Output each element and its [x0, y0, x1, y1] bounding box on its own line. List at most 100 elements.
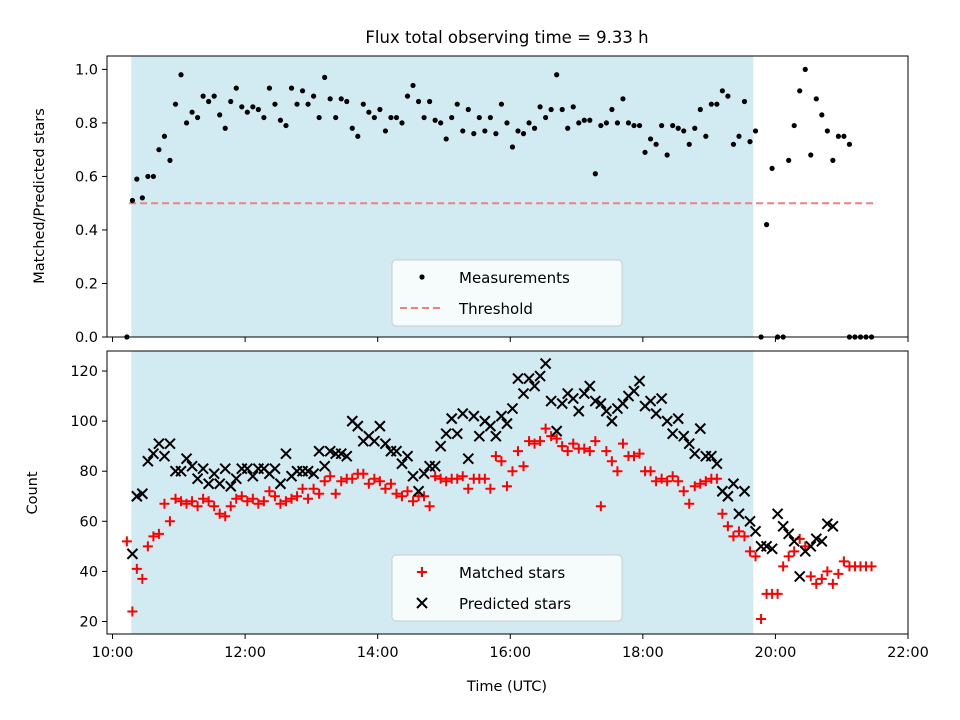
data-point	[526, 120, 532, 126]
data-point	[430, 471, 441, 482]
data-point	[600, 405, 613, 417]
x-tick-label: 18:00	[622, 645, 664, 661]
data-point	[352, 420, 364, 432]
data-point	[347, 473, 358, 484]
data-point	[390, 445, 403, 457]
data-point	[473, 430, 486, 442]
data-point	[703, 133, 709, 139]
data-point	[595, 397, 607, 410]
data-point	[504, 120, 510, 126]
data-point	[670, 122, 676, 129]
data-point	[292, 491, 303, 502]
data-point	[275, 498, 286, 509]
data-point	[244, 109, 250, 115]
data-point	[750, 551, 761, 562]
data-point	[659, 122, 665, 129]
data-point	[396, 491, 407, 502]
data-point	[269, 463, 281, 475]
legend-box	[391, 259, 623, 327]
data-point	[789, 546, 800, 557]
y-axis-label-count: Count	[25, 471, 41, 514]
data-point	[590, 436, 601, 447]
legend-box	[391, 554, 623, 622]
data-point	[408, 496, 419, 507]
data-point	[719, 88, 725, 94]
data-point	[441, 476, 452, 487]
data-point	[498, 101, 505, 107]
data-point	[487, 114, 493, 121]
data-point	[366, 109, 372, 115]
data-point	[198, 493, 209, 504]
series-predicted-stars	[126, 357, 839, 583]
x-axis-label: Time (UTC)	[466, 679, 547, 695]
data-point	[493, 131, 499, 137]
data-point	[299, 88, 306, 94]
data-point	[537, 104, 543, 110]
x-tick-label: 16:00	[489, 645, 531, 661]
data-point	[777, 520, 789, 533]
data-point	[686, 141, 692, 147]
data-point	[531, 125, 538, 131]
y-tick-label: 0.0	[75, 330, 98, 346]
data-point	[827, 520, 839, 533]
data-point	[523, 372, 535, 385]
data-point	[236, 491, 247, 502]
data-point	[794, 570, 806, 583]
data-point	[548, 106, 554, 113]
data-point	[471, 131, 477, 137]
data-point	[341, 450, 353, 462]
data-point	[191, 473, 204, 485]
data-point	[609, 106, 615, 113]
data-point	[129, 197, 136, 204]
data-point	[782, 528, 795, 540]
data-point	[606, 415, 618, 427]
data-point	[697, 106, 703, 113]
data-point	[495, 410, 508, 422]
data-point	[741, 98, 748, 105]
legend: Matched stars Predicted stars	[391, 554, 623, 622]
data-point	[333, 114, 339, 121]
y-tick-label: 0.6	[75, 169, 98, 185]
data-point	[274, 478, 287, 490]
data-point	[603, 120, 609, 126]
data-point	[634, 448, 645, 459]
data-point	[449, 114, 455, 121]
data-point	[349, 125, 355, 131]
data-point	[219, 463, 231, 475]
data-point	[388, 114, 394, 121]
y-tick-label: 100	[70, 414, 98, 430]
data-point	[769, 165, 775, 171]
data-point	[771, 508, 784, 520]
data-point	[377, 106, 383, 113]
data-point	[211, 93, 217, 99]
data-point	[739, 531, 750, 542]
data-point	[415, 98, 422, 105]
data-point	[835, 133, 841, 139]
data-point	[325, 471, 336, 482]
data-point	[280, 447, 292, 460]
data-point	[382, 128, 389, 134]
data-point	[445, 412, 458, 425]
legend-label: Predicted stars	[459, 595, 571, 613]
chart-title: Flux total observing time = 9.33 h	[365, 28, 648, 47]
data-point	[545, 395, 557, 407]
legend-label: Threshold	[458, 300, 533, 318]
data-point	[228, 98, 234, 105]
data-point	[528, 380, 541, 392]
data-point	[121, 536, 132, 547]
data-point	[241, 463, 254, 475]
data-point	[507, 466, 518, 477]
data-point	[678, 430, 690, 442]
data-point	[153, 528, 164, 539]
data-point	[360, 101, 366, 107]
data-point	[142, 455, 154, 467]
data-point	[233, 85, 239, 91]
data-point	[520, 131, 527, 137]
data-point	[314, 488, 325, 499]
ratio-panel: Flux total observing time = 9.33 h 0.0 0.…	[32, 28, 909, 346]
data-point	[584, 380, 596, 392]
data-point	[170, 493, 181, 504]
data-point	[266, 85, 273, 91]
data-point	[727, 478, 740, 490]
data-point	[692, 125, 698, 131]
